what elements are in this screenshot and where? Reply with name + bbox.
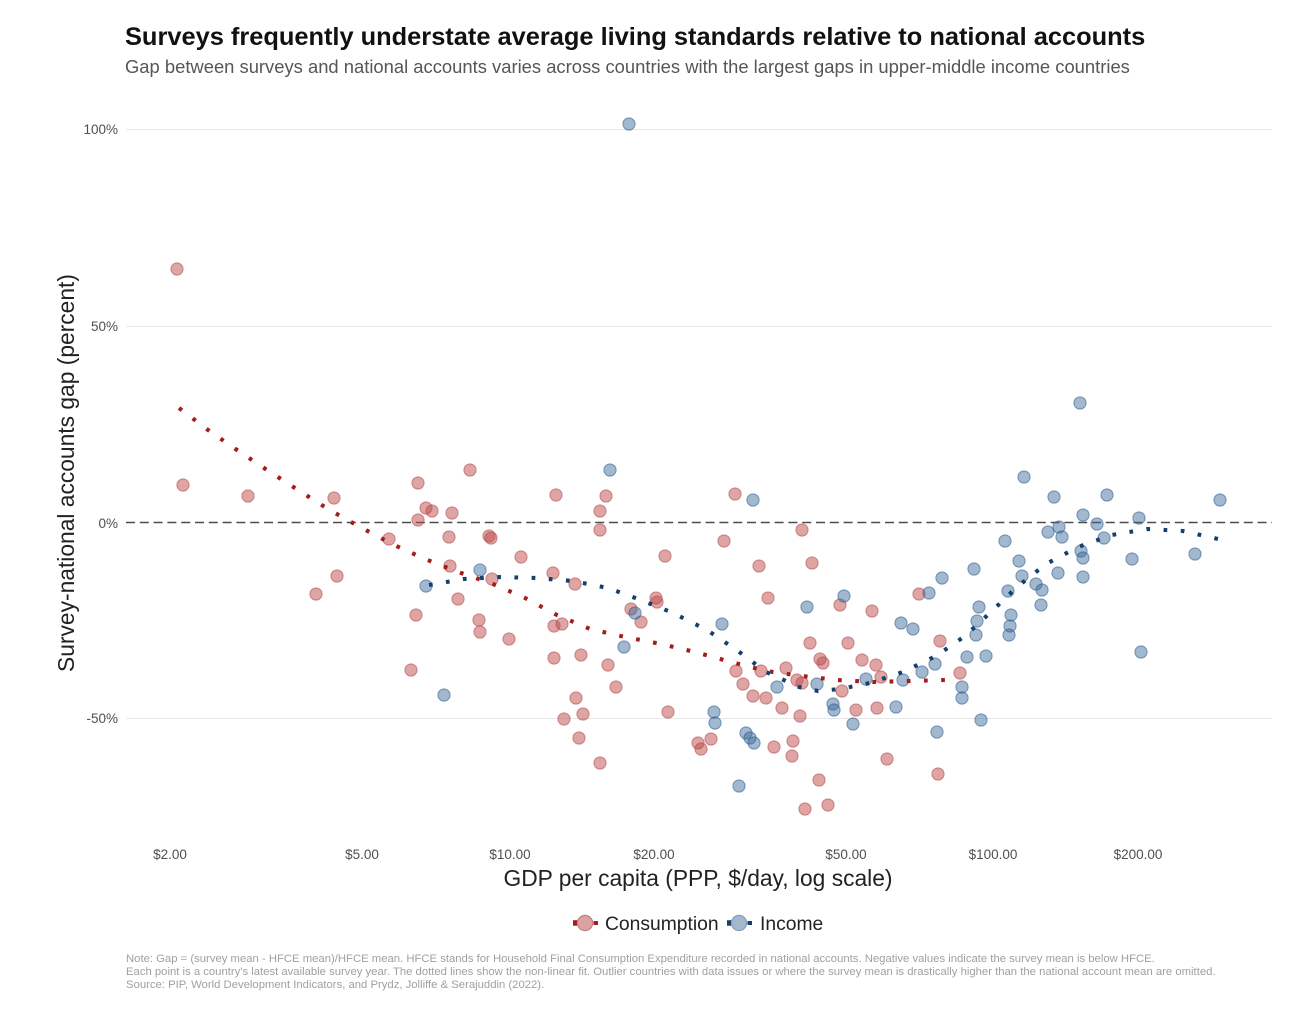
svg-text:Each point is a country's late: Each point is a country's latest availab…	[126, 966, 1216, 978]
svg-text:-50%: -50%	[86, 711, 118, 726]
svg-text:Income: Income	[760, 914, 823, 935]
svg-text:Gap between surveys and nation: Gap between surveys and national account…	[125, 56, 1130, 77]
svg-text:Surveys frequently understate: Surveys frequently understate average li…	[125, 23, 1145, 51]
svg-text:$200.00: $200.00	[1114, 847, 1163, 862]
svg-text:50%: 50%	[91, 319, 118, 334]
svg-text:100%: 100%	[83, 122, 118, 137]
svg-text:GDP per capita (PPP, $/day, lo: GDP per capita (PPP, $/day, log scale)	[503, 865, 892, 891]
svg-text:$100.00: $100.00	[969, 847, 1018, 862]
svg-text:Source: PIP, World Development: Source: PIP, World Development Indicator…	[126, 979, 544, 991]
svg-text:0%: 0%	[98, 516, 118, 531]
svg-text:$2.00: $2.00	[153, 847, 187, 862]
svg-text:Consumption: Consumption	[605, 914, 719, 935]
svg-text:$50.00: $50.00	[825, 847, 866, 862]
svg-text:$10.00: $10.00	[489, 847, 530, 862]
svg-text:Note: Gap = (survey mean - HFC: Note: Gap = (survey mean - HFCE mean)/HF…	[126, 953, 1155, 965]
svg-text:Survey-national accounts gap (: Survey-national accounts gap (percent)	[53, 274, 79, 672]
svg-text:$20.00: $20.00	[633, 847, 674, 862]
svg-text:$5.00: $5.00	[345, 847, 379, 862]
